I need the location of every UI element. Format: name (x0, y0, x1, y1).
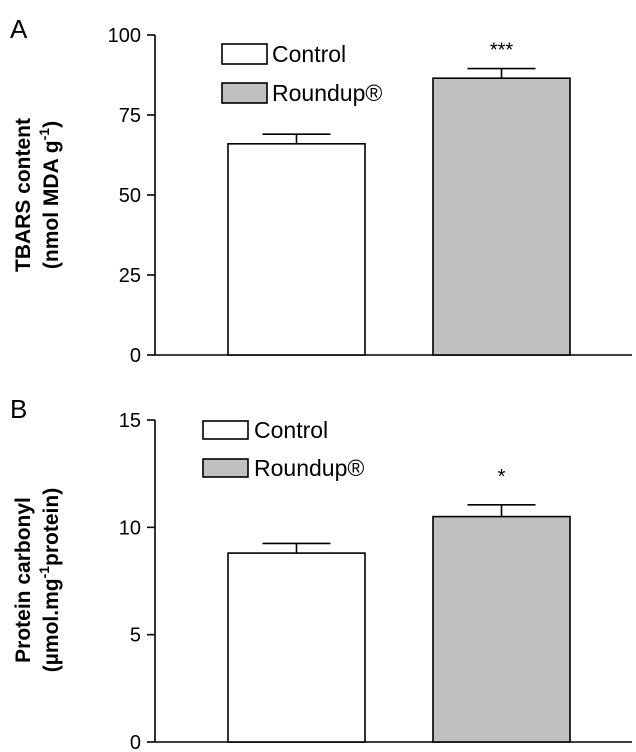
legend-swatch (202, 458, 249, 478)
y-axis-title-line2: (µmol.mg-1protein) (36, 488, 63, 672)
y-tick-label: 50 (119, 185, 141, 207)
y-axis-title-line2: (nmol MDA g-1) (36, 121, 63, 269)
legend-label: Roundup® (272, 80, 382, 106)
panel-B: B 0 5 10 15 Protein carbonyl (µmol.mg-1protein… (10, 394, 632, 752)
y-axis-title-line1: Protein carbonyl (12, 497, 35, 663)
bar-roundup (432, 515, 571, 743)
legend-label: Control (254, 417, 328, 443)
panel-letter: A (10, 14, 28, 44)
significance-marker: * (498, 466, 506, 488)
bar-roundup (432, 77, 571, 356)
y-tick-label: 100 (108, 25, 141, 47)
y-axis-title-superscript: -1 (36, 128, 52, 141)
y-axis-title-end: ) (40, 121, 63, 128)
panel-A: A 0 25 50 75 100 TBARS content (nmol MDA g-1) **… (10, 14, 632, 367)
significance-marker: *** (490, 40, 514, 62)
legend-swatch (202, 420, 249, 440)
y-tick-label: 15 (119, 410, 141, 432)
legend-label: Control (272, 41, 346, 67)
y-axis-title-line1: TBARS content (12, 118, 35, 272)
y-axis-title-main: (µmol.mg (40, 578, 63, 672)
y-tick-label: 5 (130, 625, 141, 647)
y-tick-label: 0 (130, 732, 141, 752)
y-axis-title-main: (nmol MDA g (40, 140, 63, 269)
legend-swatch (221, 43, 268, 65)
y-tick-label: 0 (130, 345, 141, 367)
legend-label: Roundup® (254, 455, 364, 481)
panel-letter: B (10, 394, 27, 424)
y-axis-title-superscript: -1 (36, 566, 52, 579)
bar-control (227, 552, 366, 743)
y-tick-label: 10 (119, 517, 141, 539)
bar-control (227, 143, 366, 356)
legend-swatch (221, 82, 268, 104)
y-tick-label: 75 (119, 105, 141, 127)
y-axis-title-end: protein) (40, 488, 63, 566)
y-tick-label: 25 (119, 265, 141, 287)
